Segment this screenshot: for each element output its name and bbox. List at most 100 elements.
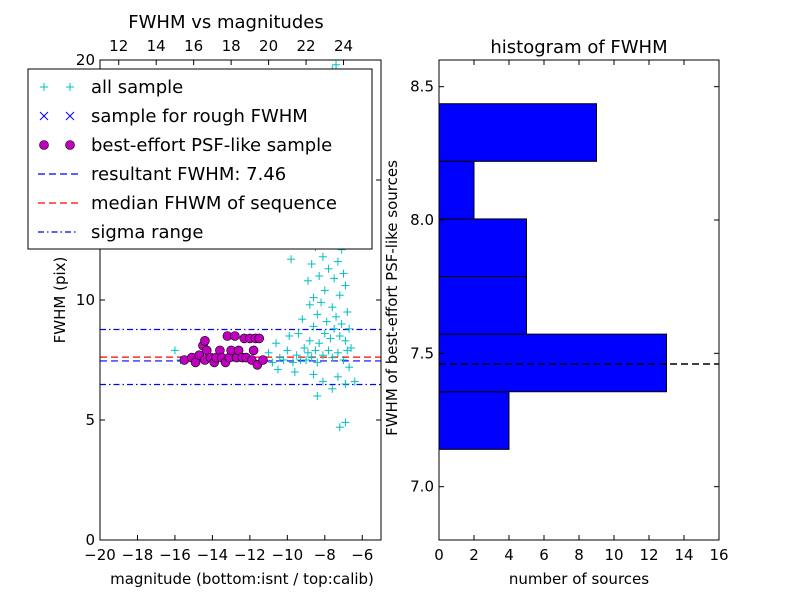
all-sample-point xyxy=(309,322,318,331)
scatter-top-tick-label: 22 xyxy=(297,37,316,55)
all-sample-point xyxy=(264,348,273,357)
all-sample-point xyxy=(332,60,341,69)
all-sample-point xyxy=(339,356,348,364)
psf-sample-point xyxy=(230,331,240,341)
legend: all sample sample for rough FWHM best-effo… xyxy=(27,68,373,250)
all-sample-point xyxy=(313,358,322,367)
all-sample-point xyxy=(279,356,288,364)
histogram-bar xyxy=(438,276,527,335)
all-sample-point xyxy=(305,336,314,345)
scatter-top-tick-label: 18 xyxy=(222,37,241,55)
histogram-x-tick-label: 12 xyxy=(639,546,658,564)
all-sample-point xyxy=(273,365,282,374)
all-sample-point xyxy=(302,356,311,364)
histogram-y-tick-label: 8.0 xyxy=(410,211,434,229)
all-sample-point xyxy=(294,329,303,338)
all-sample-point xyxy=(305,300,314,309)
all-sample-point xyxy=(335,332,344,340)
legend-entry: sample for rough FWHM xyxy=(39,106,308,127)
scatter-y-tick-label: 5 xyxy=(85,411,95,429)
psf-sample-point xyxy=(254,333,265,344)
all-sample-point xyxy=(341,380,350,388)
legend-circle xyxy=(65,140,75,150)
all-sample-point xyxy=(333,348,342,357)
legend-entry: median FHWM of sequence xyxy=(38,193,337,214)
all-sample-point xyxy=(341,281,350,290)
legend-entry: best-effort PSF-like sample xyxy=(39,135,332,156)
scatter-x-tick-label: −18 xyxy=(122,546,154,564)
histogram-x-tick-label: 6 xyxy=(539,546,549,564)
all-sample-point xyxy=(347,344,356,352)
all-sample-point xyxy=(307,260,316,268)
all-sample-point xyxy=(268,358,277,367)
all-sample-point xyxy=(290,368,299,376)
all-sample-point xyxy=(309,293,318,302)
all-sample-point xyxy=(317,298,326,307)
scatter-y-tick-label: 0 xyxy=(85,531,95,549)
all-sample-point xyxy=(330,274,339,283)
all-sample-point xyxy=(315,272,324,280)
all-sample-point xyxy=(345,363,354,372)
all-sample-point xyxy=(309,370,318,379)
histogram-title: histogram of FWHM xyxy=(490,37,667,58)
histogram-y-tick-label: 7.0 xyxy=(410,478,434,496)
all-sample-point xyxy=(322,317,331,326)
histogram-y-axis-label: FWHM of best-effort PSF-like sources xyxy=(383,160,401,436)
all-sample-point xyxy=(303,276,312,285)
legend-label: median FHWM of sequence xyxy=(91,193,337,214)
legend-label: sigma range xyxy=(91,222,203,243)
all-sample-point xyxy=(292,351,301,360)
legend-items: all sample sample for rough FWHM best-effo… xyxy=(38,77,337,243)
scatter-y-tick-label: 20 xyxy=(76,51,95,69)
histogram-x-tick-label: 14 xyxy=(674,546,693,564)
legend-entry: sigma range xyxy=(38,222,203,243)
all-sample-point xyxy=(288,358,297,367)
all-sample-point xyxy=(320,329,329,338)
legend-entry: resultant FWHM: 7.46 xyxy=(38,164,286,185)
legend-x-b xyxy=(39,111,49,121)
scatter-x-axis: −20 −18 −16 −14 −12 −10 −8 −6 xyxy=(84,535,373,564)
all-sample-point xyxy=(283,346,292,355)
all-sample-point xyxy=(298,315,307,324)
histogram-panel: histogram of FWHM 0 2 4 6 8 10 12 14 16 7.0 7.5 8.… xyxy=(383,37,729,588)
all-sample-point xyxy=(320,286,329,295)
psf-sample-point xyxy=(200,335,210,346)
histogram-x-tick-label: 10 xyxy=(604,546,623,564)
all-sample-point xyxy=(287,255,296,264)
all-sample-point xyxy=(315,339,324,348)
all-sample-point xyxy=(326,334,335,343)
all-sample-point xyxy=(318,252,327,261)
all-sample-point xyxy=(272,339,281,348)
histogram-x-tick-label: 2 xyxy=(469,546,479,564)
legend-entry: all sample xyxy=(40,77,183,98)
scatter-top-tick-label: 16 xyxy=(184,37,203,55)
all-sample-point xyxy=(337,320,346,328)
all-sample-point xyxy=(318,377,327,386)
scatter-x-tick-label: −16 xyxy=(159,546,191,564)
all-sample-point xyxy=(285,332,294,340)
all-sample-point xyxy=(330,324,339,333)
all-sample-point xyxy=(311,346,320,355)
legend-box xyxy=(27,68,373,250)
scatter-top-tick-label: 20 xyxy=(259,37,278,55)
all-sample-point xyxy=(341,336,350,345)
scatter-x-tick-label: −12 xyxy=(234,546,266,564)
all-sample-point xyxy=(328,303,337,312)
all-sample-point xyxy=(333,257,342,266)
all-sample-point xyxy=(324,346,333,355)
scatter-y-tick-label: 10 xyxy=(76,291,95,309)
psf-sample-point xyxy=(248,345,259,356)
all-sample-point xyxy=(303,348,312,357)
all-sample-point xyxy=(339,269,348,278)
legend-label: all sample xyxy=(91,77,183,98)
all-sample-point xyxy=(313,392,322,400)
scatter-panel: FWHM vs magnitudes −20 −18 −16 −14 −12 −10 −8−… xyxy=(27,12,382,588)
histogram-x-axis-label: number of sources xyxy=(509,570,649,588)
scatter-x-axis-label: magnitude (bottom:isnt / top:calib) xyxy=(110,570,374,588)
scatter-x-tick-label: −20 xyxy=(84,546,116,564)
all-sample-point xyxy=(328,353,337,362)
histogram-bars xyxy=(438,103,667,450)
scatter-x-tick-label: −14 xyxy=(197,546,229,564)
legend-label: resultant FWHM: 7.46 xyxy=(91,164,286,185)
